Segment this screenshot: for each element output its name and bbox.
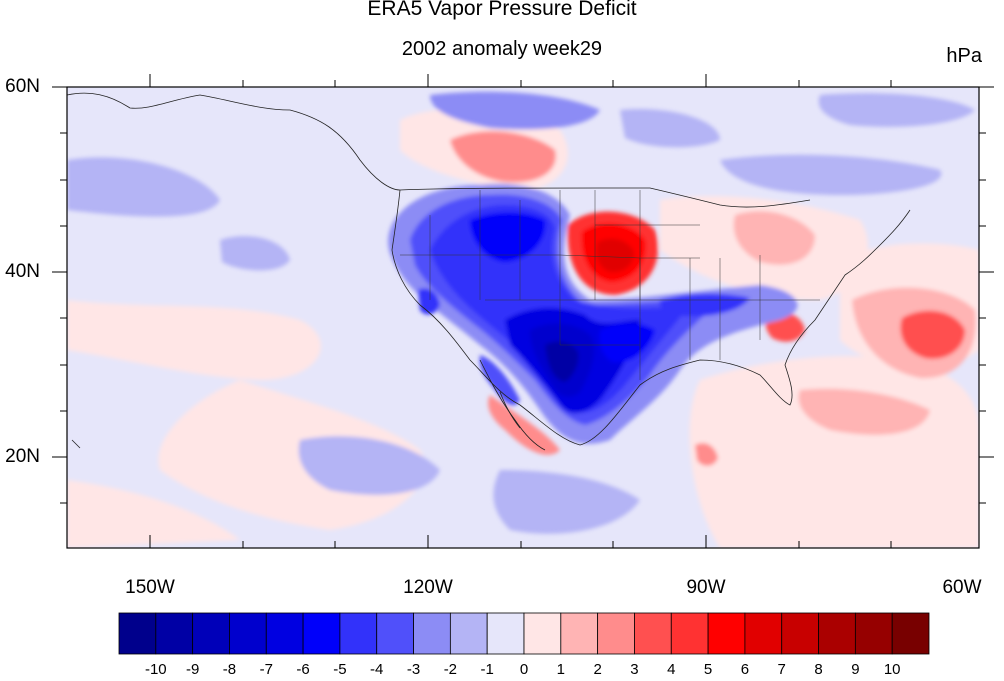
- colorbar-label: -1: [480, 661, 494, 678]
- colorbar-swatch: [744, 612, 783, 655]
- colorbar-label: 6: [740, 661, 750, 678]
- colorbar-swatch: [597, 612, 635, 655]
- colorbar-swatch: [854, 612, 893, 655]
- colorbar-swatch: [891, 612, 930, 655]
- units-label: hPa: [946, 45, 982, 67]
- y-tick-label: 20N: [5, 446, 40, 467]
- colorbar-swatch: [486, 612, 525, 655]
- x-tick-label: 60W: [942, 577, 982, 598]
- colorbar-label: 9: [851, 661, 860, 678]
- colorbar-label: -10: [144, 661, 167, 678]
- colorbar-label: 7: [777, 661, 786, 678]
- colorbar-label: -3: [406, 661, 421, 678]
- colorbar-swatch: [118, 612, 157, 655]
- colorbar-label: 3: [630, 661, 639, 678]
- colorbar-swatch: [376, 612, 414, 655]
- colorbar-label: 10: [883, 661, 901, 678]
- colorbar-swatch: [523, 612, 562, 655]
- map-title: ERA5 Vapor Pressure Deficit: [367, 0, 637, 20]
- colorbar-label: -9: [185, 661, 200, 678]
- colorbar-label: 5: [703, 661, 713, 678]
- colorbar-swatch: [634, 612, 672, 655]
- colorbar-swatch: [413, 612, 451, 655]
- colorbar-swatch: [781, 612, 819, 655]
- colorbar: [118, 612, 930, 655]
- vpd-anomaly-field: [67, 87, 979, 548]
- colorbar-swatch: [818, 612, 856, 655]
- coastlines: [67, 92, 911, 451]
- colorbar-swatch: [449, 612, 488, 655]
- y-tick-label: 60N: [5, 76, 40, 97]
- colorbar-swatch: [707, 612, 746, 655]
- colorbar-label: -6: [296, 661, 310, 678]
- state-borders: [400, 190, 820, 380]
- colorbar-swatch: [155, 612, 194, 655]
- colorbar-swatch: [670, 612, 709, 655]
- colorbar-label: -7: [259, 661, 273, 678]
- colorbar-label: 8: [814, 661, 823, 678]
- colorbar-label: 0: [519, 661, 529, 678]
- colorbar-label: -5: [333, 661, 347, 678]
- x-tick-label: 150W: [125, 577, 175, 598]
- colorbar-swatch: [560, 612, 599, 655]
- axis-ticks: [52, 74, 994, 548]
- colorbar-label: -4: [370, 661, 384, 678]
- colorbar-swatch: [265, 612, 304, 655]
- colorbar-swatch: [302, 612, 341, 655]
- x-tick-label: 120W: [403, 577, 453, 598]
- colorbar-swatch: [229, 612, 267, 655]
- x-tick-label: 90W: [686, 577, 726, 598]
- colorbar-swatch: [339, 612, 378, 655]
- colorbar-label: 1: [556, 661, 565, 678]
- colorbar-label: 4: [667, 661, 676, 678]
- y-tick-label: 40N: [5, 261, 40, 282]
- colorbar-label: 2: [593, 661, 602, 678]
- map-subtitle: 2002 anomaly week29: [401, 38, 603, 60]
- colorbar-swatch: [192, 612, 230, 655]
- colorbar-label: -2: [443, 661, 458, 678]
- colorbar-label: -8: [222, 661, 237, 678]
